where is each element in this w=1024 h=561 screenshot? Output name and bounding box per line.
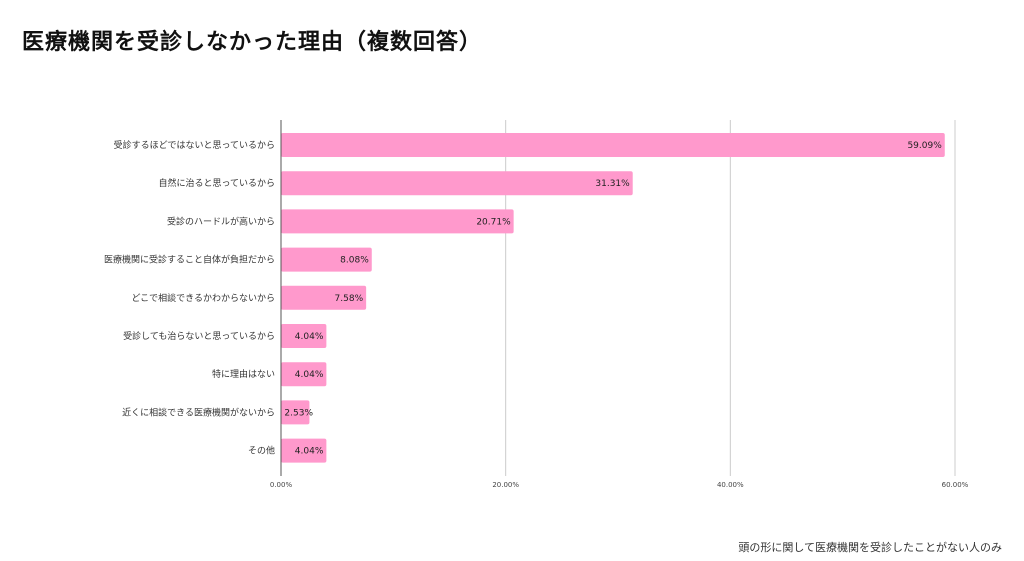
value-label: 7.58% [335, 294, 364, 304]
category-label: その他 [248, 445, 275, 457]
category-label: 医療機関に受診すること自体が負担だから [104, 254, 275, 266]
bar [281, 209, 514, 234]
category-label: どこで相談できるかわからないから [131, 292, 275, 304]
bar [281, 362, 327, 387]
category-label: 受診しても治らないと思っているから [123, 330, 275, 342]
bar [281, 324, 327, 348]
bar [281, 133, 945, 157]
value-label: 8.08% [340, 256, 369, 266]
category-label: 受診のハードルが高いから [167, 215, 275, 227]
value-label: 31.31% [595, 179, 630, 189]
category-label: 自然に治ると思っているから [158, 177, 275, 189]
bar [281, 285, 367, 310]
value-label: 4.04% [295, 332, 324, 342]
chart-title: 医療機関を受診しなかった理由（複数回答） [22, 30, 483, 55]
value-label: 2.53% [284, 408, 313, 418]
bar [281, 247, 372, 272]
value-label: 20.71% [476, 217, 511, 227]
category-label: 受診するほどではないと思っているから [114, 139, 275, 151]
bar [281, 400, 310, 425]
x-tick-label: 0.00% [270, 481, 293, 489]
x-tick-label: 20.00% [492, 481, 519, 489]
value-label: 59.09% [907, 141, 942, 151]
value-label: 4.04% [295, 447, 324, 457]
bar [281, 171, 633, 196]
category-label: 近くに相談できる医療機関がないから [122, 406, 275, 418]
category-label: 特に理由はない [212, 368, 275, 380]
chart-note: 頭の形に関して医療機関を受診したことがない人のみ [738, 541, 1002, 554]
x-tick-label: 40.00% [717, 481, 744, 489]
x-tick-label: 60.00% [942, 481, 969, 489]
value-label: 4.04% [295, 370, 324, 380]
bar [281, 438, 327, 463]
